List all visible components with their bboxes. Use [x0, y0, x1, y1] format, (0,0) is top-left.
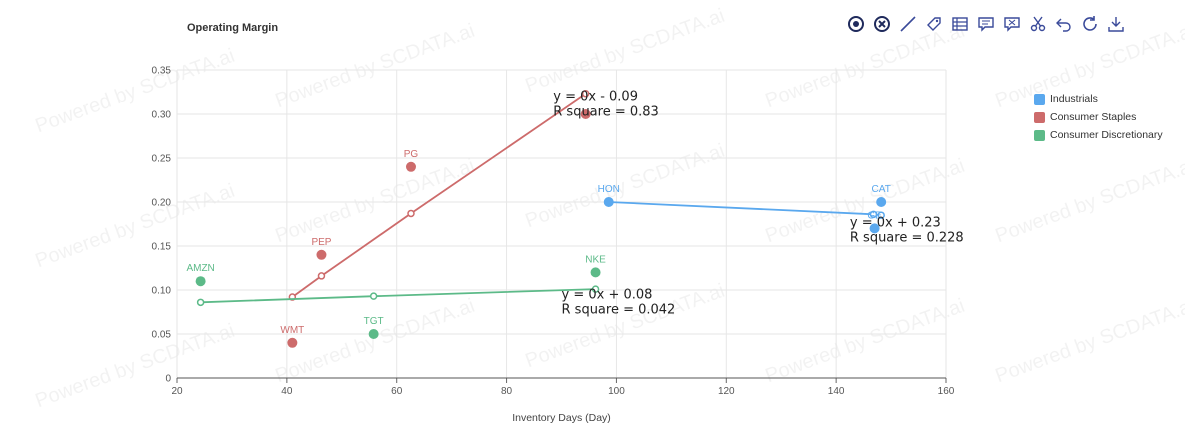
legend-item-industrials[interactable]: Industrials — [1034, 90, 1163, 108]
table-icon — [952, 17, 968, 31]
y-tick-label: 0.35 — [152, 66, 172, 77]
data-points — [195, 109, 887, 348]
point-label: PG — [404, 149, 419, 160]
regression-equation: y = 0x - 0.09 — [553, 90, 638, 105]
scatter-point[interactable] — [287, 337, 298, 348]
regression-equation: y = 0x + 0.08 — [562, 288, 653, 303]
trend-point — [407, 209, 415, 218]
legend-swatch — [1034, 129, 1045, 141]
y-tick-label: 0.25 — [152, 154, 172, 165]
y-tick-label: 0.15 — [152, 242, 172, 253]
point-label: CAT — [872, 184, 891, 195]
point-label: AMZN — [186, 263, 214, 274]
y-tick-label: 0.10 — [152, 286, 172, 297]
tag-icon — [927, 17, 941, 31]
legend-swatch — [1034, 111, 1045, 123]
point-label: WMT — [280, 325, 304, 336]
comment-icon — [978, 17, 994, 32]
legend-label: Industrials — [1050, 93, 1098, 105]
x-tick-label: 80 — [501, 386, 513, 397]
chart-title: Operating Margin — [187, 22, 279, 34]
scatter-point[interactable] — [603, 197, 614, 207]
scatter-point[interactable] — [368, 329, 379, 339]
point-label: HON — [598, 184, 620, 195]
scatter-point[interactable] — [195, 276, 206, 287]
y-tick-label: 0.20 — [152, 198, 172, 209]
scatter-point[interactable] — [876, 197, 887, 207]
flag-comment-icon — [1004, 17, 1020, 32]
scatter-point[interactable] — [869, 223, 880, 234]
tag-tool-button[interactable] — [924, 14, 944, 34]
close-circle-icon — [874, 16, 890, 32]
point-label: NKE — [585, 254, 606, 265]
point-labels: HON CAT GE WMT PEP PG AMZN TGT NKE — [186, 149, 890, 336]
y-tick-label: 0 — [165, 374, 171, 385]
trend-lines — [196, 90, 885, 307]
line-icon — [900, 16, 916, 32]
point-label: TGT — [364, 316, 384, 327]
r-square-label: R square = 0.83 — [553, 105, 659, 120]
r-square-label: R square = 0.042 — [562, 303, 676, 318]
x-tick-label: 160 — [938, 386, 955, 397]
table-tool-button[interactable] — [950, 14, 970, 34]
download-icon — [1108, 17, 1124, 32]
refresh-tool-button[interactable] — [1080, 14, 1100, 34]
legend-item-consumer-staples[interactable]: Consumer Staples — [1034, 108, 1163, 126]
trend-point — [581, 90, 590, 98]
scatter-point[interactable] — [580, 109, 591, 119]
legend-label: Consumer Discretionary — [1050, 129, 1163, 141]
scissors-icon — [1030, 16, 1046, 32]
x-tick-label: 140 — [828, 386, 845, 397]
cut-tool-button[interactable] — [1028, 14, 1048, 34]
undo-icon — [1056, 18, 1071, 32]
trend-line — [200, 288, 596, 304]
trend-point — [369, 292, 378, 300]
x-tick-label: 120 — [718, 386, 735, 397]
legend-label: Consumer Staples — [1050, 111, 1137, 123]
trend-line — [608, 201, 882, 217]
comment-tool-button[interactable] — [976, 14, 996, 34]
refresh-icon — [1083, 16, 1097, 31]
x-tick-label: 40 — [281, 386, 293, 397]
scatter-point[interactable] — [405, 161, 416, 172]
undo-tool-button[interactable] — [1054, 14, 1074, 34]
trend-point — [317, 272, 326, 280]
legend-swatch — [1034, 93, 1045, 105]
axes: 0 0.05 0.10 0.15 0.20 0.25 0.30 0.35 20 40 60 80 100… — [152, 66, 955, 425]
trend-point — [196, 298, 205, 307]
x-tick-label: 20 — [171, 386, 183, 397]
x-tick-label: 100 — [608, 386, 625, 397]
chart-legend: Industrials Consumer Staples Consumer Di… — [1034, 90, 1163, 144]
x-tick-label: 60 — [391, 386, 403, 397]
download-tool-button[interactable] — [1106, 14, 1126, 34]
clear-tool-button[interactable] — [872, 14, 892, 34]
legend-item-consumer-discretionary[interactable]: Consumer Discretionary — [1034, 126, 1163, 144]
trend-line — [291, 93, 587, 298]
scatter-point[interactable] — [316, 249, 327, 260]
y-tick-label: 0.05 — [152, 330, 172, 341]
point-label: PEP — [311, 237, 331, 248]
regression-equation: y = 0x + 0.23 — [850, 215, 941, 230]
y-tick-label: 0.30 — [152, 110, 172, 121]
point-label: GE — [867, 210, 882, 221]
trend-point — [877, 211, 885, 219]
target-tool-button[interactable] — [846, 14, 866, 34]
flag-comment-tool-button[interactable] — [1002, 14, 1022, 34]
target-icon — [848, 16, 864, 32]
r-square-label: R square = 0.228 — [850, 230, 964, 245]
trend-point — [591, 285, 600, 293]
x-axis-title: Inventory Days (Day) — [512, 412, 611, 424]
trend-point — [869, 210, 878, 219]
line-tool-button[interactable] — [898, 14, 918, 34]
chart-toolbar — [846, 14, 1126, 34]
scatter-point[interactable] — [590, 267, 601, 278]
regression-annotations: y = 0x + 0.23R square = 0.228 y = 0x - 0.… — [553, 90, 963, 318]
